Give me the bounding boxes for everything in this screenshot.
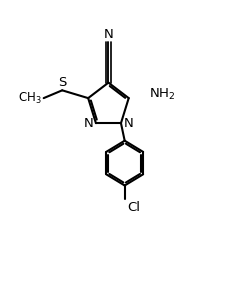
Text: S: S xyxy=(58,76,66,89)
Text: Cl: Cl xyxy=(127,201,140,214)
Text: N: N xyxy=(123,117,133,130)
Text: CH$_3$: CH$_3$ xyxy=(18,90,42,106)
Text: N: N xyxy=(83,117,93,130)
Text: N: N xyxy=(103,28,113,41)
Text: NH$_2$: NH$_2$ xyxy=(148,87,175,102)
